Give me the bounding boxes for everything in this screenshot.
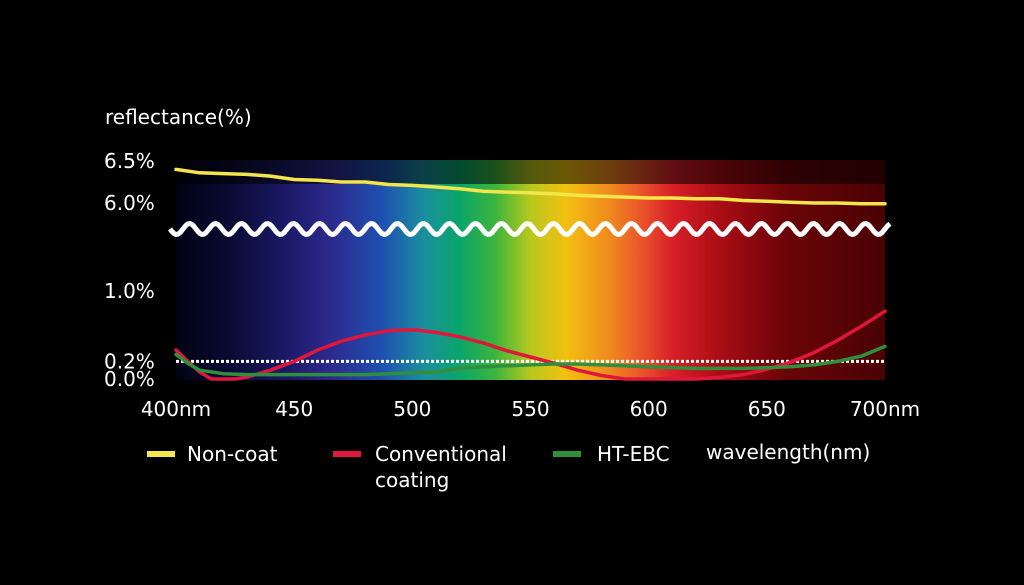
y-tick-label: 0.0% (104, 367, 155, 391)
y-tick-labels: 6.5% 6.0% 1.0% 0.2%0.0% (104, 149, 155, 391)
axis-break-wave (168, 220, 892, 238)
x-tick-label: 450 (275, 397, 313, 421)
legend-swatch (147, 451, 175, 457)
legend-swatch (333, 451, 361, 457)
x-tick-label: 600 (630, 397, 668, 421)
y-tick-label: 0.2% (104, 349, 155, 373)
x-tick-labels: 400nm 450 500 550 600 650 700nm (141, 397, 920, 421)
series-line-conventional-coating (174, 309, 887, 381)
x-tick-label: 550 (511, 397, 549, 421)
x-tick-label: 500 (393, 397, 431, 421)
legend-label: HT-EBC (597, 442, 670, 466)
series-lines (174, 167, 887, 381)
series-line-non-coat (174, 167, 887, 206)
top-strip-shade (176, 160, 885, 184)
y-tick-label: 6.5% (104, 149, 155, 173)
x-tick-label: 650 (748, 397, 786, 421)
legend-label: Conventional coating (375, 442, 507, 492)
spectrum-background (176, 160, 885, 380)
legend-swatch (553, 451, 581, 457)
legend: Non-coat Conventional coating HT-EBC (147, 442, 670, 492)
x-axis-label: wavelength(nm) (706, 440, 870, 464)
y-axis-label: reflectance(%) (105, 105, 252, 129)
x-tick-label: 700nm (850, 397, 920, 421)
legend-label: Non-coat (187, 442, 278, 466)
x-tick-label: 400nm (141, 397, 211, 421)
series-line-ht-ebc (174, 344, 887, 377)
y-tick-label: 1.0% (104, 279, 155, 303)
y-tick-label: 6.0% (104, 191, 155, 215)
